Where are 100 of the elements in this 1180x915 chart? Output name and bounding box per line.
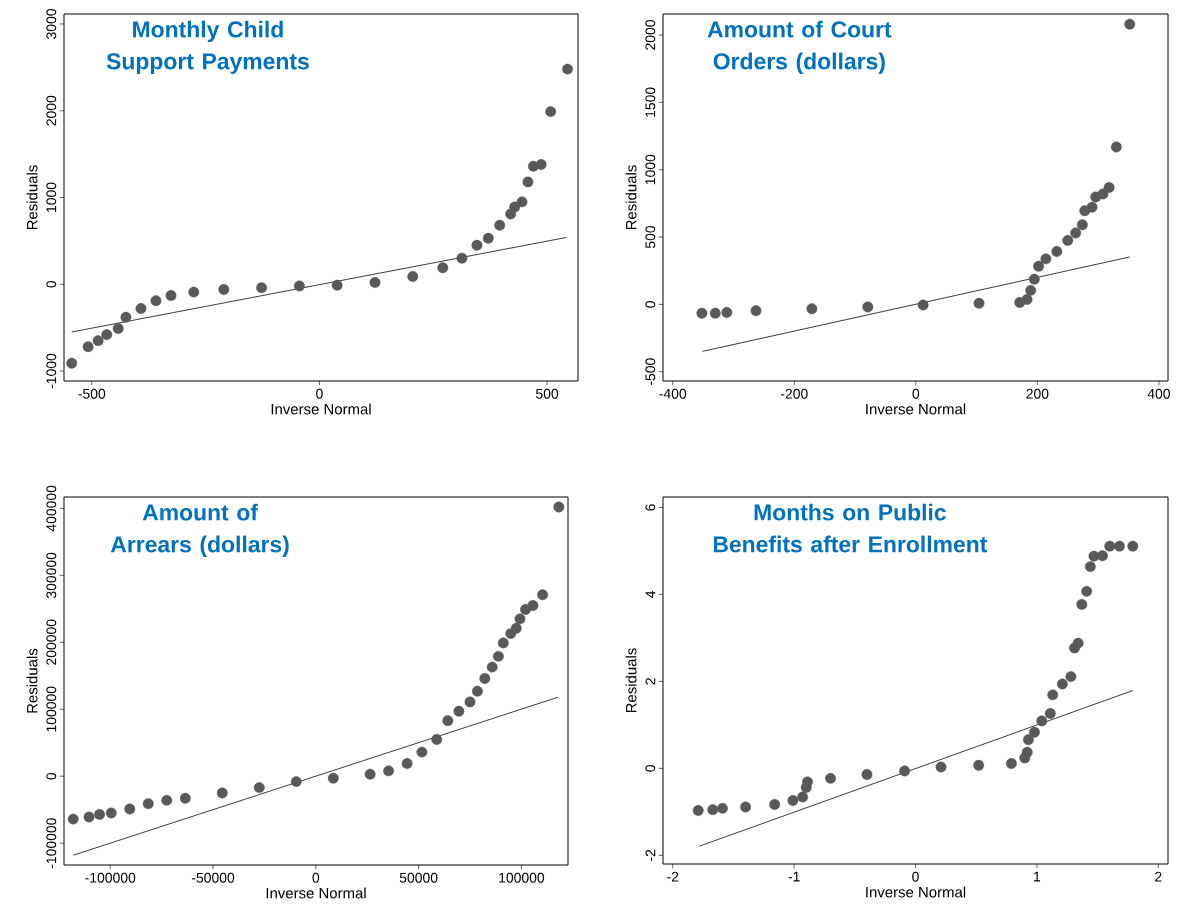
y-tick-label: 2000: [46, 95, 57, 126]
point: [83, 811, 95, 823]
point: [1044, 708, 1056, 719]
point: [105, 807, 117, 819]
text: Amount of Arrears (dollars): [110, 503, 289, 557]
point: [92, 335, 104, 347]
point: [407, 271, 419, 282]
point: [707, 804, 719, 816]
point: [120, 311, 132, 323]
text: Monthly Child Support Payments: [106, 20, 309, 74]
point: [218, 284, 230, 295]
point: [135, 303, 147, 314]
point: [1036, 715, 1048, 727]
point: [1076, 599, 1088, 610]
point: [553, 501, 565, 513]
x-tick-label: -50000: [191, 872, 235, 883]
point: [1021, 294, 1033, 305]
point: [797, 791, 809, 803]
point: [66, 357, 78, 369]
point: [471, 239, 483, 251]
point: [464, 696, 476, 708]
x-tick-label: -100000: [85, 872, 136, 883]
x-tick-label: 500: [535, 388, 559, 399]
point: [1114, 540, 1125, 552]
point: [935, 761, 947, 773]
text: Months on Public Benefits after Enrollment: [713, 503, 988, 553]
point: [1057, 678, 1068, 690]
point: [1047, 689, 1059, 701]
y-tick-label: 1500: [645, 87, 656, 117]
y-tick-label: 500: [645, 225, 656, 249]
point: [740, 801, 751, 813]
y-tick-label: 0: [645, 301, 656, 308]
point: [497, 637, 509, 649]
y-tick-label: 3000: [46, 9, 57, 39]
point: [142, 798, 154, 810]
point: [717, 802, 728, 814]
point: [94, 808, 105, 820]
point: [479, 673, 491, 684]
point: [1076, 219, 1088, 231]
point: [1051, 246, 1063, 257]
y-tick-label: 1000: [645, 154, 656, 185]
y-axis-title: Residuals: [26, 165, 38, 230]
point: [1062, 235, 1074, 246]
point: [769, 799, 781, 810]
point: [1097, 188, 1109, 200]
point: [535, 159, 547, 170]
point: [482, 232, 494, 244]
x-axis-title: Inverse Normal: [866, 886, 966, 898]
point: [124, 803, 136, 815]
point: [510, 622, 522, 634]
y-tick-label: -2: [645, 849, 656, 861]
point: [721, 307, 733, 318]
text: Amount of Court Orders (dollars): [707, 20, 892, 74]
x-axis-title: Inverse Normal: [271, 403, 371, 415]
point: [825, 772, 836, 784]
point: [1070, 227, 1082, 239]
y-tick-label: 0: [645, 765, 656, 772]
point: [456, 252, 468, 264]
point: [331, 279, 343, 291]
point: [861, 769, 873, 780]
point: [527, 600, 539, 611]
point: [150, 295, 162, 307]
x-tick-label: 200: [1026, 388, 1049, 399]
point: [1040, 253, 1052, 265]
point: [917, 299, 929, 311]
point: [1110, 141, 1122, 153]
y-tick-label: 4: [645, 590, 656, 598]
y-tick-label: 2: [645, 678, 656, 685]
x-tick-label: 1: [1034, 871, 1041, 882]
point: [216, 787, 228, 799]
point: [1029, 726, 1040, 738]
point: [492, 650, 504, 662]
point: [750, 305, 762, 317]
point: [1097, 550, 1108, 562]
point: [179, 792, 191, 804]
point: [256, 282, 267, 294]
point: [1086, 201, 1098, 213]
point: [416, 746, 428, 758]
point: [709, 307, 721, 319]
y-tick-label: -1000: [46, 353, 57, 389]
point: [1104, 540, 1116, 552]
point: [1127, 540, 1139, 552]
point: [290, 776, 302, 787]
point: [1033, 260, 1044, 272]
point: [1021, 746, 1033, 758]
x-axis-title: Inverse Normal: [866, 403, 966, 415]
point: [431, 734, 443, 745]
point: [112, 323, 124, 334]
point: [514, 613, 526, 625]
y-axis-title: Residuals: [625, 165, 637, 230]
x-tick-label: 2: [1155, 871, 1162, 882]
point: [1028, 273, 1040, 285]
point: [369, 277, 381, 288]
x-tick-label: 0: [912, 871, 919, 882]
y-axis-title: Residuals: [26, 648, 38, 713]
point: [545, 106, 557, 118]
x-tick-label: 0: [912, 388, 920, 399]
point: [453, 705, 465, 717]
point: [1081, 585, 1093, 597]
point: [1103, 182, 1115, 193]
